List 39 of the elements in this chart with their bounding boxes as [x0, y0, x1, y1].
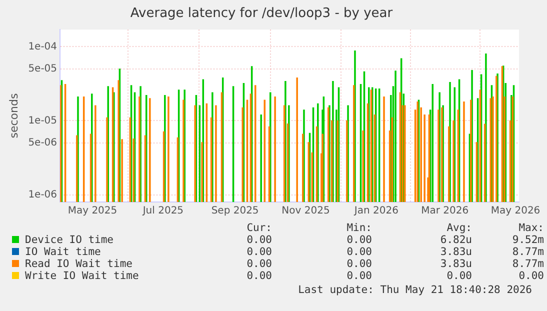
- legend-label: IO Wait time: [24, 246, 102, 258]
- x-tick-label: Sep 2025: [211, 206, 259, 217]
- chart-title: Average latency for /dev/loop3 - by year: [130, 6, 394, 22]
- x-tick-label: May 2026: [490, 206, 540, 217]
- text: Max:: [518, 222, 544, 234]
- y-tick-label: 1e-05: [28, 115, 58, 126]
- text: 0.00: [246, 234, 272, 246]
- text: 0.00: [346, 270, 372, 282]
- text: 0.00: [346, 246, 372, 258]
- x-tick-label: Jan 2026: [353, 206, 398, 217]
- legend-label: Read IO Wait time: [24, 258, 134, 270]
- text: 0.00: [518, 270, 544, 282]
- y-tick-label: 5e-05: [28, 64, 58, 75]
- x-tick-label: Jul 2025: [142, 206, 184, 217]
- text: 3.83u: [439, 246, 472, 258]
- legend-label: Device IO time: [24, 234, 115, 246]
- y-tick-label: 5e-06: [28, 138, 58, 149]
- text: 0.00: [246, 246, 272, 258]
- text: 0.00: [346, 234, 372, 246]
- text: 0.00: [246, 270, 272, 282]
- y-tick-label: 1e-06: [28, 189, 58, 200]
- text: 8.77m: [511, 258, 544, 270]
- text: 8.77m: [511, 246, 544, 258]
- text: Cur:: [246, 222, 272, 234]
- text: Last update: Thu May 21 18:40:28 2026: [297, 284, 532, 296]
- text: 6.82u: [439, 234, 472, 246]
- text: Min:: [346, 222, 372, 234]
- text: 0.00: [246, 258, 272, 270]
- x-tick-label: May 2025: [68, 206, 118, 217]
- text: 3.83u: [439, 258, 472, 270]
- x-tick-label: Nov 2025: [282, 206, 330, 217]
- legend-label: Write IO Wait time: [24, 270, 140, 282]
- x-tick-label: Mar 2026: [421, 206, 469, 217]
- text: 0.00: [346, 258, 372, 270]
- text: 9.52m: [511, 234, 544, 246]
- y-tick-label: 1e-04: [28, 41, 58, 52]
- text: 0.00: [446, 270, 472, 282]
- text: Avg:: [446, 222, 472, 234]
- y-axis-title: seconds: [7, 93, 20, 138]
